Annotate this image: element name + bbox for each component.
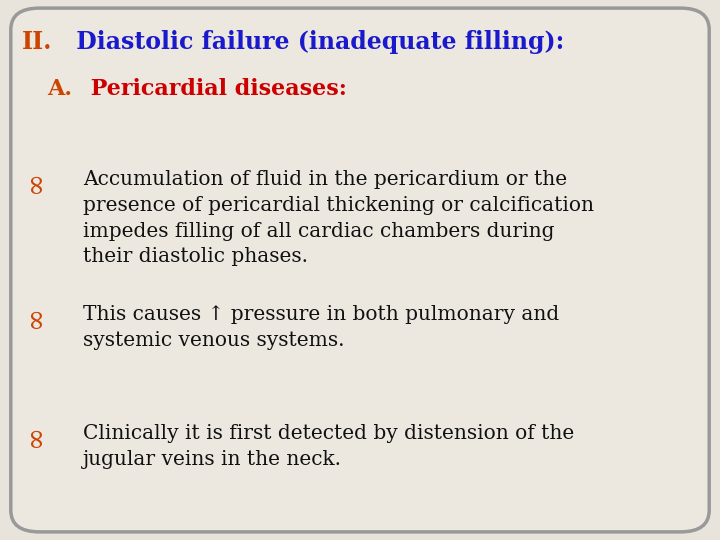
Text: II.: II. (22, 30, 52, 53)
Text: ∞: ∞ (22, 170, 48, 193)
FancyBboxPatch shape (11, 8, 709, 532)
Text: ∞: ∞ (22, 305, 48, 328)
Text: ∞: ∞ (22, 424, 48, 447)
Text: Pericardial diseases:: Pericardial diseases: (83, 78, 346, 100)
Text: Clinically it is first detected by distension of the
jugular veins in the neck.: Clinically it is first detected by diste… (83, 424, 574, 469)
Text: Accumulation of fluid in the pericardium or the
presence of pericardial thickeni: Accumulation of fluid in the pericardium… (83, 170, 594, 266)
Text: This causes ↑ pressure in both pulmonary and
systemic venous systems.: This causes ↑ pressure in both pulmonary… (83, 305, 559, 350)
Text: Diastolic failure (inadequate filling):: Diastolic failure (inadequate filling): (68, 30, 564, 53)
Text: A.: A. (47, 78, 72, 100)
